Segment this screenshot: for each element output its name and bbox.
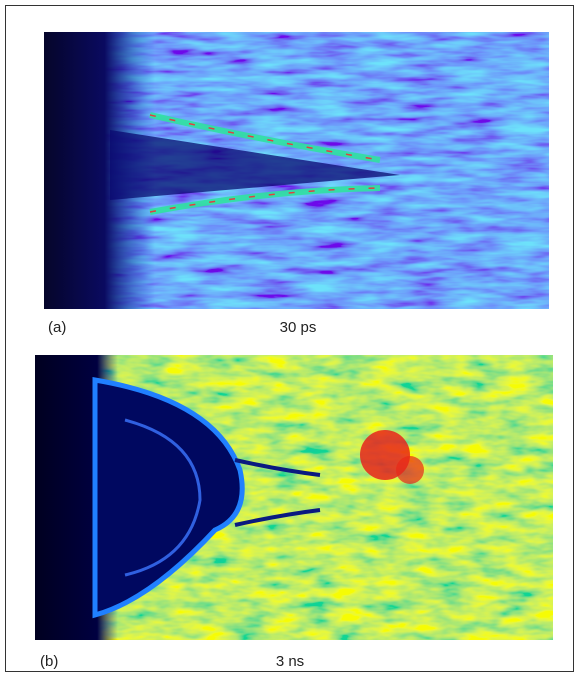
panel-a-image xyxy=(44,32,549,309)
panel-caption: 3 ns xyxy=(276,653,304,670)
figure: (a) 30 ps (b) 3 ns xyxy=(0,0,580,677)
panel-b-image xyxy=(35,355,553,640)
panel-caption: 30 ps xyxy=(280,319,317,336)
panel-label: (b) xyxy=(40,653,58,670)
panel-label: (a) xyxy=(48,319,66,336)
